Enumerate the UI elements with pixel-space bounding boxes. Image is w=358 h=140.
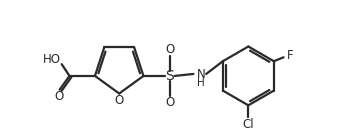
Text: O: O [165,43,175,56]
Text: O: O [165,96,175,109]
Text: N: N [197,68,205,81]
Text: Cl: Cl [242,118,254,131]
Text: O: O [115,94,124,107]
Text: O: O [54,90,63,103]
Text: HO: HO [43,53,61,66]
Text: F: F [287,49,294,62]
Text: S: S [165,69,174,83]
Text: H: H [197,78,205,88]
